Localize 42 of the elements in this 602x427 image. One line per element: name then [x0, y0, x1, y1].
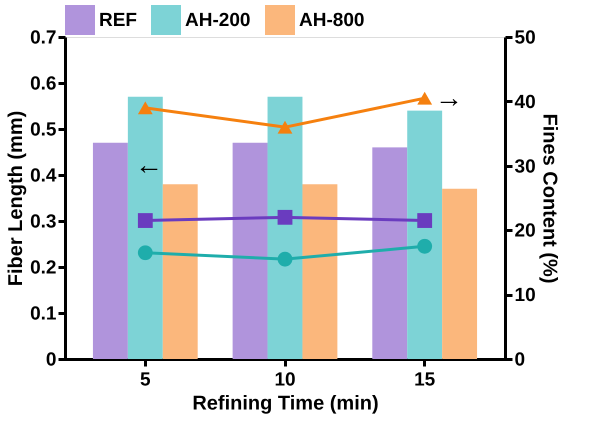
x-tick-label: 10 [274, 370, 296, 390]
bar [232, 142, 268, 359]
bar [92, 142, 128, 359]
x-axis-title: Refining Time (min) [192, 392, 379, 414]
y2-tick-label: 0 [514, 350, 526, 370]
bar [372, 147, 408, 359]
legend-label: AH-800 [299, 10, 364, 31]
y-tick-label: 0.2 [30, 258, 56, 278]
y-tick-label: 0.3 [30, 212, 56, 232]
y2-tick-label: 10 [514, 285, 536, 306]
bar [407, 110, 442, 359]
y-tick-label: 0.4 [30, 166, 57, 186]
bar [162, 184, 198, 359]
point [417, 238, 432, 254]
point [138, 245, 153, 260]
y2-tick-label: 20 [514, 220, 536, 242]
bar [128, 96, 163, 359]
annotation: ← [135, 149, 163, 180]
x-tick-label: 15 [414, 370, 436, 390]
y-tick-label: 0.7 [30, 28, 56, 48]
point [278, 210, 292, 225]
legend-label: AH-200 [185, 10, 250, 31]
point [417, 92, 432, 105]
point [278, 120, 292, 134]
bar [302, 184, 338, 359]
y-tick-label: 0.1 [30, 304, 57, 324]
legend-label: REF [99, 10, 137, 31]
point [138, 101, 153, 114]
x-tick-label: 5 [140, 370, 152, 390]
y2-tick-label: 30 [514, 156, 536, 178]
y2-tick-label: 40 [514, 92, 536, 113]
y-tick-label: 0.6 [30, 74, 56, 94]
y2-axis-title: Fines Content (%) [538, 114, 561, 284]
point [278, 252, 292, 267]
y-tick-label: 0 [46, 350, 56, 370]
y-tick-label: 0.5 [30, 120, 57, 140]
annotation: → [435, 82, 463, 113]
y2-tick-label: 50 [514, 28, 536, 48]
point [417, 213, 432, 228]
point [138, 213, 153, 228]
bar [442, 188, 478, 359]
y-axis-title: Fiber Length (mm) [5, 110, 28, 286]
